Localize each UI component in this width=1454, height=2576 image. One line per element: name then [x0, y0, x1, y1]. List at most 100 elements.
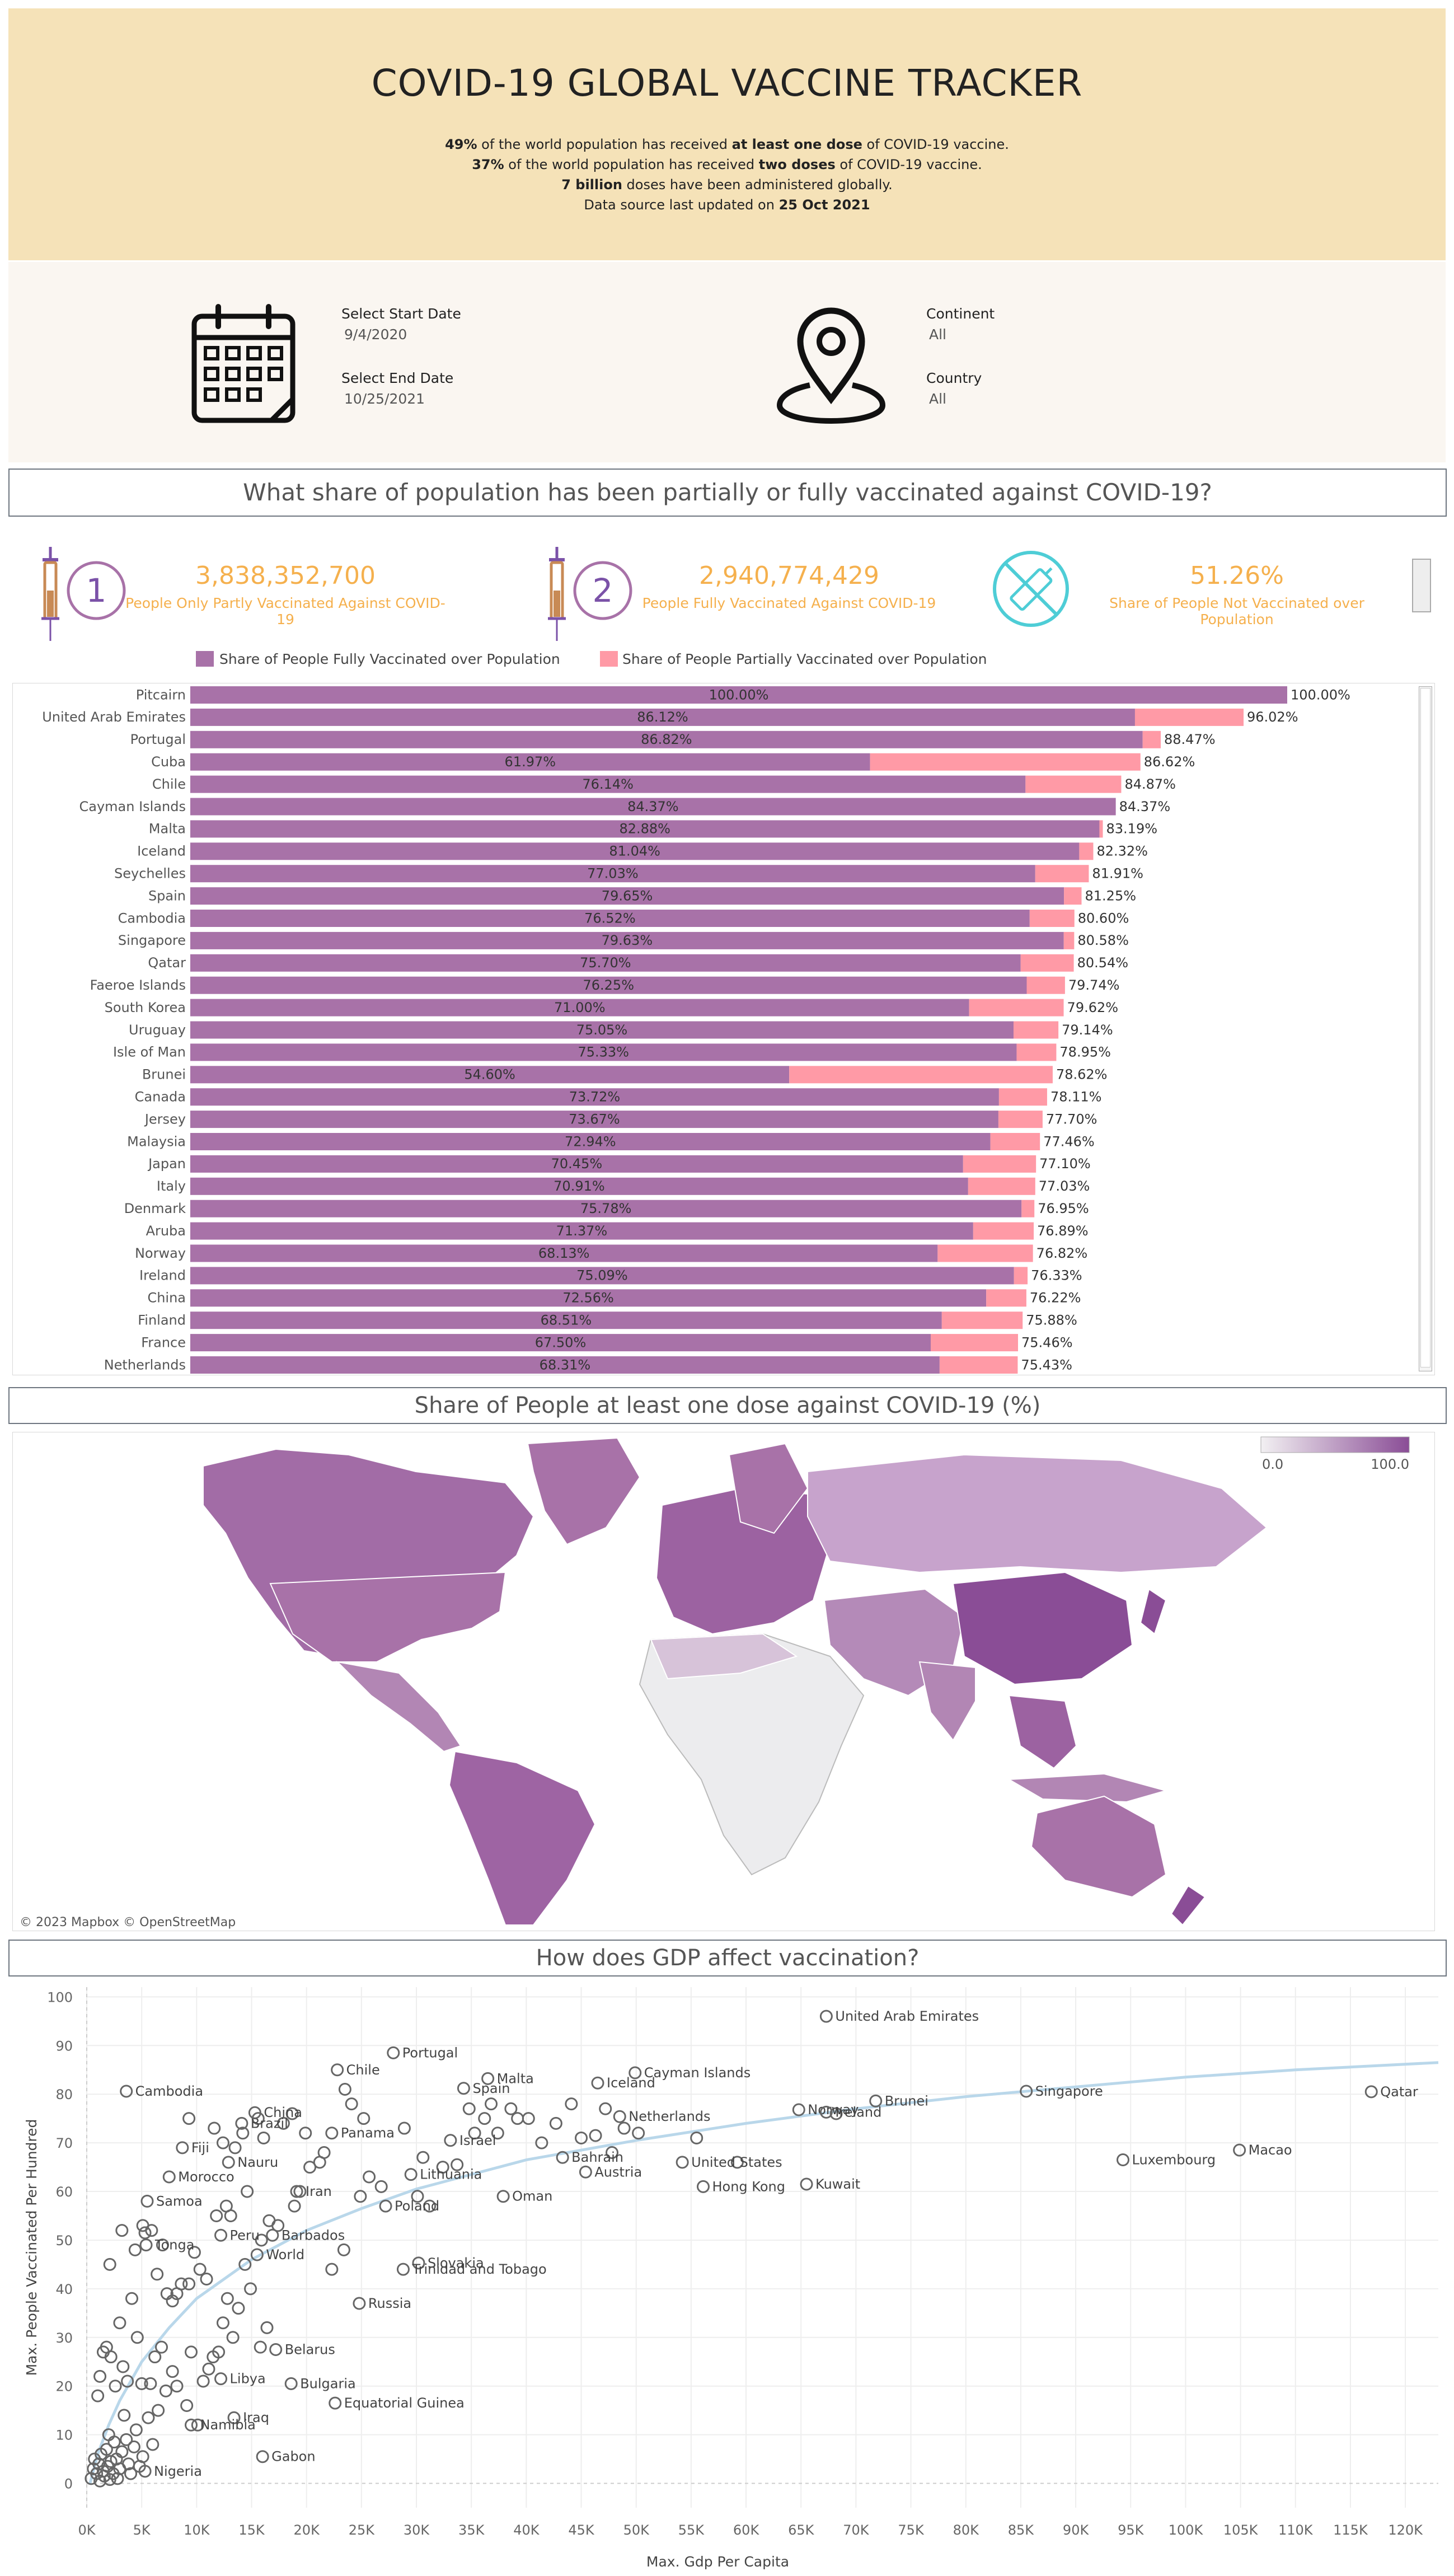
- scatter-point-label: Gabon: [271, 2449, 315, 2465]
- scatter-point: [113, 2316, 126, 2330]
- bar-category-label: Uruguay: [129, 1022, 186, 1038]
- country-value[interactable]: All: [929, 391, 946, 407]
- x-tick-label: 20K: [294, 2522, 321, 2538]
- scatter-point-label: Macao: [1249, 2142, 1292, 2158]
- scatter-point: [337, 2243, 350, 2256]
- bar-fully-label: 100.00%: [709, 687, 769, 702]
- legend-fully-label: Share of People Fully Vaccinated over Po…: [219, 651, 560, 667]
- scatter-point-label: Malta: [497, 2071, 534, 2086]
- bar-fully: [190, 1200, 1022, 1217]
- y-tick-label: 20: [55, 2379, 73, 2395]
- scatter-point: [468, 2127, 481, 2140]
- scatter-point: [285, 2107, 299, 2120]
- scatter-point-label: China: [264, 2105, 302, 2120]
- bar-total-label: 77.03%: [1039, 1178, 1090, 1194]
- bar-fully: [190, 887, 1064, 905]
- bar-category-label: Iceland: [137, 844, 186, 859]
- scatter-point-label: Lithuania: [420, 2167, 482, 2182]
- bar-partial: [1026, 976, 1065, 994]
- scatter-point: [829, 2107, 843, 2120]
- x-tick-label: 85K: [1008, 2522, 1035, 2538]
- scatter-point-label: Qatar: [1380, 2084, 1418, 2100]
- scatter-point: [226, 2331, 240, 2344]
- bar-partial: [1029, 910, 1075, 927]
- scatter-point: [140, 2194, 154, 2208]
- scatter-chart-svg: 0K 5K 10K 15K 20K 25K 30K 35K 40K 45K 50K 55K 60K 65K…: [24, 1987, 1439, 2570]
- bar-category-label: Canada: [135, 1089, 186, 1104]
- bar-category-label: Cuba: [151, 754, 186, 770]
- scatter-point-label: Kuwait: [815, 2176, 860, 2192]
- bar-fully-label: 86.82%: [641, 732, 692, 747]
- scatter-point: [185, 2345, 198, 2359]
- start-date-value[interactable]: 9/4/2020: [344, 326, 407, 343]
- scatter-point: [256, 2450, 269, 2463]
- bar-chart-scroll-thumb[interactable]: [1420, 688, 1430, 1367]
- scatter-point: [696, 2180, 710, 2193]
- scatter-point-label: Barbados: [282, 2227, 345, 2243]
- scatter-point: [255, 2233, 268, 2247]
- x-tick-label: 115K: [1333, 2522, 1368, 2538]
- bar-category-label: Faeroe Islands: [90, 977, 186, 993]
- bar-total-label: 75.88%: [1026, 1312, 1077, 1328]
- scatter-point: [491, 2127, 504, 2140]
- continent-value[interactable]: All: [929, 326, 946, 343]
- summary-line-1: 49% of the world population has received…: [445, 137, 1009, 152]
- bar-partial: [1014, 1267, 1028, 1285]
- kpi-scrollbar[interactable]: [1412, 559, 1431, 612]
- bar-partial: [1134, 708, 1244, 726]
- bar-total-label: 79.14%: [1062, 1022, 1113, 1038]
- bar-category-label: Chile: [152, 776, 186, 792]
- scatter-point-label: Russia: [368, 2296, 411, 2311]
- bar-partial: [1025, 775, 1122, 793]
- x-tick-label: 0K: [78, 2522, 96, 2538]
- bar-partial: [1079, 842, 1094, 860]
- bar-fully: [190, 1088, 999, 1106]
- bar-fully-label: 73.72%: [569, 1089, 621, 1104]
- scatter-point: [290, 2185, 303, 2198]
- scatter-point: [299, 2127, 312, 2140]
- bar-fully: [190, 1356, 940, 1374]
- x-tick-label: 110K: [1278, 2522, 1314, 2538]
- bar-total-label: 77.70%: [1046, 1111, 1097, 1127]
- bar-partial: [969, 999, 1064, 1017]
- scatter-point-label: Austria: [594, 2164, 642, 2180]
- scatter-point-label: Chile: [346, 2062, 380, 2078]
- bar-fully-label: 75.09%: [576, 1268, 628, 1284]
- bar-fully: [190, 954, 1021, 972]
- summary-line-2: 37% of the world population has received…: [472, 157, 982, 172]
- scatter-point: [591, 2076, 604, 2090]
- end-date-value[interactable]: 10/25/2021: [344, 391, 425, 407]
- scatter-point-label: Namibia: [200, 2417, 256, 2433]
- y-tick-label: 80: [55, 2087, 73, 2102]
- bar-total-label: 86.62%: [1144, 754, 1195, 770]
- scatter-point: [145, 2224, 158, 2237]
- scatter-point: [462, 2102, 476, 2115]
- bar-fully: [190, 976, 1027, 994]
- scatter-point: [303, 2161, 317, 2174]
- bar-fully-label: 79.65%: [602, 888, 653, 903]
- x-tick-label: 50K: [623, 2522, 650, 2538]
- scatter-point: [444, 2134, 457, 2147]
- scatter-point: [193, 2263, 207, 2276]
- bar-category-label: Spain: [148, 888, 186, 903]
- end-date-label: Select End Date: [341, 370, 454, 386]
- map-australia: [1030, 1795, 1167, 1898]
- filters-panel: Select Start Date 9/4/2020 Select End Da…: [8, 262, 1446, 462]
- scatter-point: [144, 2377, 157, 2390]
- bar-category-label: South Korea: [105, 1000, 186, 1015]
- bar-partial: [870, 753, 1141, 771]
- bar-total-label: 84.87%: [1124, 776, 1176, 792]
- section-map-title: Share of People at least one dose agains…: [8, 1387, 1447, 1424]
- bar-category-label: Cambodia: [118, 910, 186, 926]
- scatter-point-label: Morocco: [178, 2169, 234, 2185]
- scatter-point: [628, 2066, 642, 2079]
- scatter-point: [127, 2440, 140, 2453]
- bar-chart-scrollbar[interactable]: [1419, 686, 1432, 1371]
- bar-total-label: 78.11%: [1050, 1089, 1102, 1104]
- bar-fully: [190, 1066, 790, 1084]
- map-se-asia: [1008, 1694, 1077, 1769]
- scatter-point: [357, 2112, 370, 2125]
- world-map[interactable]: 0.0 100.0 © 2023 Mapbox © OpenStreetMap: [12, 1432, 1435, 1931]
- map-attribution: © 2023 Mapbox © OpenStreetMap: [20, 1915, 236, 1929]
- bar-fully: [190, 798, 1116, 816]
